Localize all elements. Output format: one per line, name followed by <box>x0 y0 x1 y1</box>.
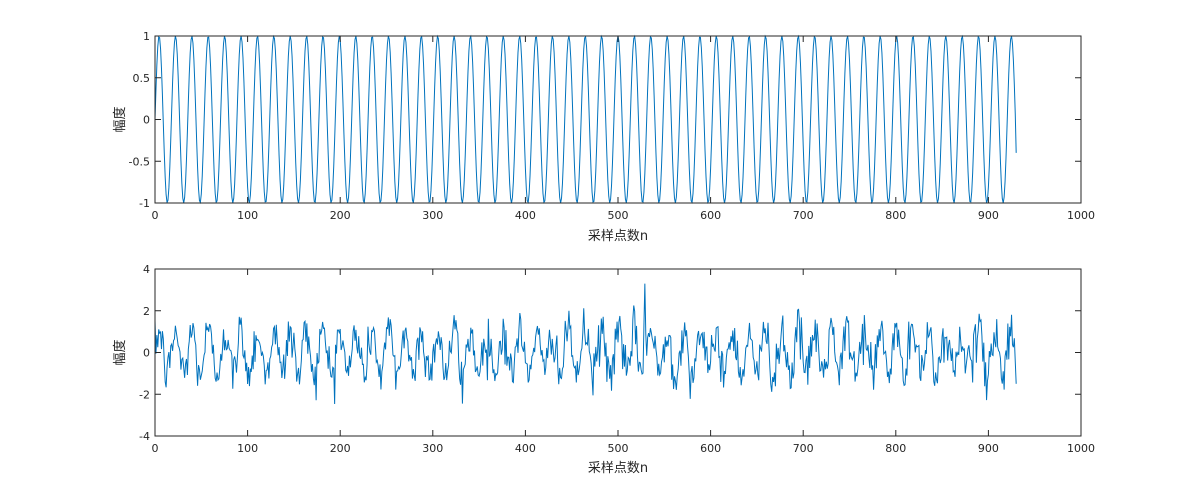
x-tick-label: 900 <box>978 209 999 222</box>
x-tick-label: 200 <box>330 442 351 455</box>
y-tick-label: 0 <box>143 114 150 127</box>
xlabel-top: 采样点数n <box>588 229 648 244</box>
x-tick-label: 400 <box>515 442 536 455</box>
x-tick-label: 1000 <box>1067 209 1095 222</box>
subplot-top: 0 100 200 300 400 500 600 700 800 900 1000 -1 -0.5 0 0… <box>112 30 1095 244</box>
x-tick-label: 600 <box>700 209 721 222</box>
xlabel-bottom: 采样点数n <box>588 461 648 476</box>
y-tick-label: 0 <box>143 347 150 360</box>
subplot-bottom: 0 100 200 300 400 500 600 700 800 900 1000-4-2024 … <box>112 263 1095 476</box>
x-tick-label: 800 <box>885 442 906 455</box>
y-tick-label: 2 <box>143 305 150 318</box>
axes-top-background <box>155 36 1081 203</box>
y-tick-label: 1 <box>143 30 150 43</box>
x-tick-label: 700 <box>793 209 814 222</box>
x-tick-label: 900 <box>978 442 999 455</box>
y-tick-label: 4 <box>143 263 150 276</box>
y-tick-label: -4 <box>139 430 150 443</box>
x-tick-label: 300 <box>422 442 443 455</box>
ylabel-top: 幅度 <box>112 106 128 132</box>
series-line-bottom <box>154 283 1017 404</box>
x-tick-label: 0 <box>152 442 159 455</box>
y-tick-label: -1 <box>139 197 150 210</box>
x-tick-label: 500 <box>608 209 629 222</box>
ylabel-bottom: 幅度 <box>112 339 128 365</box>
x-tick-label: 100 <box>237 209 258 222</box>
x-tick-label: 200 <box>330 209 351 222</box>
x-tick-label: 400 <box>515 209 536 222</box>
x-tick-label: 500 <box>608 442 629 455</box>
x-tick-label: 300 <box>422 209 443 222</box>
x-tick-label: 100 <box>237 442 258 455</box>
axes-bottom-ticks: 0 100 200 300 400 500 600 700 800 900 1000 -4 -2 0 2 4 <box>139 263 1095 455</box>
y-tick-label: 0.5 <box>133 72 151 85</box>
x-tick-label: 1000 <box>1067 442 1095 455</box>
x-tick-label: 700 <box>793 442 814 455</box>
x-tick-label: 600 <box>700 442 721 455</box>
y-tick-label: -0.5 <box>129 155 150 168</box>
axes-bottom-background <box>155 269 1081 436</box>
y-tick-label: -2 <box>139 388 150 401</box>
x-tick-label: 0 <box>152 209 159 222</box>
x-tick-label: 800 <box>885 209 906 222</box>
axes-top-ticks: 0 100 200 300 400 500 600 700 800 900 1000 -1 -0.5 0 0… <box>129 30 1095 222</box>
